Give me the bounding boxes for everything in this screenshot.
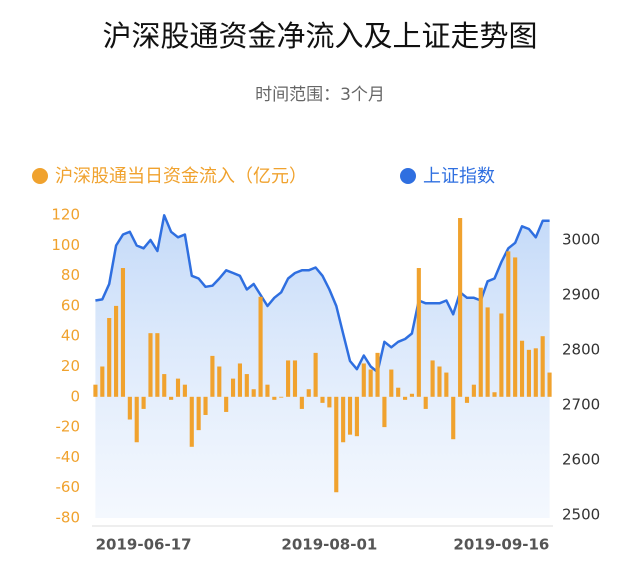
- bar: [292, 360, 298, 397]
- bar: [175, 378, 181, 397]
- y-tick-label: 0: [70, 387, 80, 405]
- y-tick-label: -80: [56, 509, 81, 527]
- y-tick-label: -60: [56, 478, 81, 496]
- y-tick-label: 100: [51, 236, 80, 254]
- y-tick-label: -20: [56, 418, 81, 436]
- bar: [451, 396, 456, 440]
- legend-label: 上证指数: [423, 166, 495, 187]
- legend-swatch: [32, 168, 48, 184]
- bar: [513, 257, 518, 397]
- y2-tick-label: 2700: [562, 395, 600, 413]
- bar: [464, 396, 470, 403]
- bar: [341, 396, 346, 443]
- bar: [361, 363, 366, 397]
- bar: [499, 313, 504, 397]
- bar: [196, 396, 201, 431]
- bar: [169, 396, 174, 400]
- bar: [210, 355, 215, 397]
- bar: [224, 396, 229, 412]
- legend-swatch: [400, 168, 416, 184]
- bar: [540, 336, 545, 397]
- bar: [230, 378, 236, 397]
- bar: [423, 396, 428, 409]
- area-fill: [95, 215, 550, 519]
- bar: [189, 396, 194, 447]
- bar: [492, 392, 497, 397]
- y2-tick-label: 3000: [562, 231, 600, 249]
- bar: [279, 396, 284, 398]
- bar: [430, 360, 435, 397]
- bar: [155, 333, 160, 397]
- y-tick-label: -40: [56, 448, 81, 466]
- bar: [272, 396, 277, 400]
- bar: [375, 352, 380, 397]
- bar: [396, 387, 401, 397]
- x-tick-label: 2019-06-17: [96, 536, 192, 554]
- bar: [444, 372, 449, 397]
- bar: [437, 366, 442, 397]
- y-tick-label: 80: [61, 266, 80, 284]
- bar: [182, 384, 187, 397]
- bar: [107, 318, 112, 397]
- bar: [533, 348, 538, 397]
- y-tick-label: 120: [51, 206, 80, 224]
- bar: [478, 287, 483, 397]
- bar: [403, 396, 408, 400]
- bar: [237, 363, 242, 397]
- bar: [203, 396, 208, 415]
- bar: [409, 393, 415, 397]
- bar: [320, 396, 325, 403]
- bar: [506, 251, 511, 397]
- bar: [526, 349, 531, 397]
- y2-tick-label: 2900: [562, 286, 600, 304]
- chart-subtitle: 时间范围：3个月: [255, 85, 385, 105]
- line: [95, 214, 550, 374]
- bar: [217, 366, 222, 397]
- bar: [347, 396, 353, 435]
- bar: [416, 268, 421, 397]
- bar: [299, 396, 304, 409]
- y2-tick-label: 2600: [562, 450, 600, 468]
- bar: [354, 396, 359, 437]
- bar: [120, 268, 126, 397]
- bar: [100, 366, 105, 397]
- bar: [389, 369, 394, 397]
- bar: [134, 396, 139, 443]
- y-tick-label: 40: [61, 327, 80, 345]
- bar: [382, 396, 387, 428]
- bar: [148, 333, 153, 397]
- bar: [286, 360, 291, 397]
- x-tick-label: 2019-08-01: [281, 536, 377, 554]
- bar: [114, 305, 119, 397]
- bar: [458, 218, 463, 397]
- bar: [471, 384, 476, 397]
- bar: [162, 374, 167, 397]
- bar: [327, 396, 332, 408]
- legend-label: 沪深股通当日资金流入（亿元）: [55, 166, 307, 187]
- y2-tick-label: 2800: [562, 341, 600, 359]
- bar: [251, 389, 256, 397]
- y-tick-label: 20: [61, 357, 80, 375]
- chart-title: 沪深股通资金净流入及上证走势图: [102, 19, 537, 53]
- bar: [519, 340, 525, 397]
- bar: [258, 296, 263, 397]
- y-tick-label: 60: [61, 296, 80, 314]
- x-tick-label: 2019-09-16: [453, 536, 549, 554]
- bar: [313, 352, 318, 397]
- bar: [485, 307, 490, 397]
- bar: [547, 372, 552, 397]
- bar: [306, 389, 311, 397]
- bar: [141, 396, 146, 409]
- bar: [244, 374, 249, 397]
- bar: [127, 396, 132, 420]
- bar: [368, 369, 373, 397]
- bar: [265, 384, 270, 397]
- y2-tick-label: 2500: [562, 505, 600, 523]
- bar: [93, 384, 98, 397]
- bar: [334, 396, 339, 493]
